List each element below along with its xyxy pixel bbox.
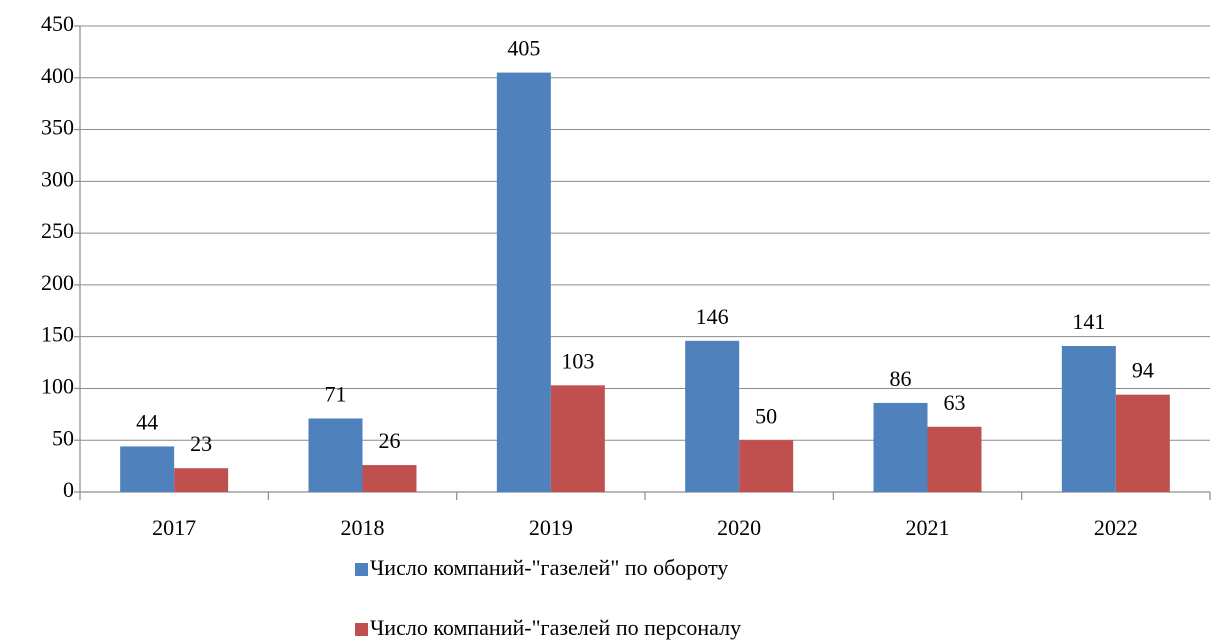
y-tick-label: 400 <box>41 63 74 88</box>
y-tick-label: 250 <box>41 218 74 243</box>
x-tick-label: 2020 <box>717 515 761 540</box>
bar <box>362 465 417 492</box>
y-tick-label: 100 <box>41 373 74 398</box>
x-tick-label: 2019 <box>529 515 573 540</box>
x-tick-label: 2018 <box>341 515 385 540</box>
data-label: 23 <box>190 431 212 456</box>
y-tick-label: 150 <box>41 322 74 347</box>
data-label: 26 <box>379 428 401 453</box>
data-label: 94 <box>1132 358 1154 383</box>
bar <box>739 440 794 492</box>
legend-label: Число компаний-"газелей по персоналу <box>370 615 741 640</box>
data-label: 146 <box>696 304 729 329</box>
data-label: 63 <box>944 390 966 415</box>
legend-label: Число компаний-"газелей" по обороту <box>370 555 728 580</box>
y-tick-label: 350 <box>41 115 74 140</box>
x-tick-label: 2022 <box>1094 515 1138 540</box>
data-label: 44 <box>136 409 158 434</box>
bar <box>873 402 928 492</box>
bar <box>308 418 363 492</box>
data-label: 71 <box>325 382 347 407</box>
x-tick-label: 2021 <box>906 515 950 540</box>
data-label: 103 <box>561 348 594 373</box>
data-label: 405 <box>507 36 540 61</box>
bar <box>174 468 229 492</box>
data-label: 141 <box>1072 309 1105 334</box>
data-label: 86 <box>890 366 912 391</box>
x-tick-label: 2017 <box>152 515 196 540</box>
y-tick-label: 50 <box>52 425 74 450</box>
y-tick-label: 450 <box>41 11 74 36</box>
data-label: 50 <box>755 403 777 428</box>
bar <box>1115 394 1170 492</box>
legend-swatch <box>355 563 368 576</box>
y-tick-label: 200 <box>41 270 74 295</box>
bar <box>685 340 740 492</box>
bar <box>1061 345 1116 492</box>
y-tick-label: 0 <box>63 477 74 502</box>
bar <box>550 385 605 492</box>
y-tick-label: 300 <box>41 166 74 191</box>
bar <box>120 446 175 492</box>
legend-swatch <box>355 623 368 636</box>
bar <box>927 426 982 492</box>
bar <box>496 72 551 492</box>
